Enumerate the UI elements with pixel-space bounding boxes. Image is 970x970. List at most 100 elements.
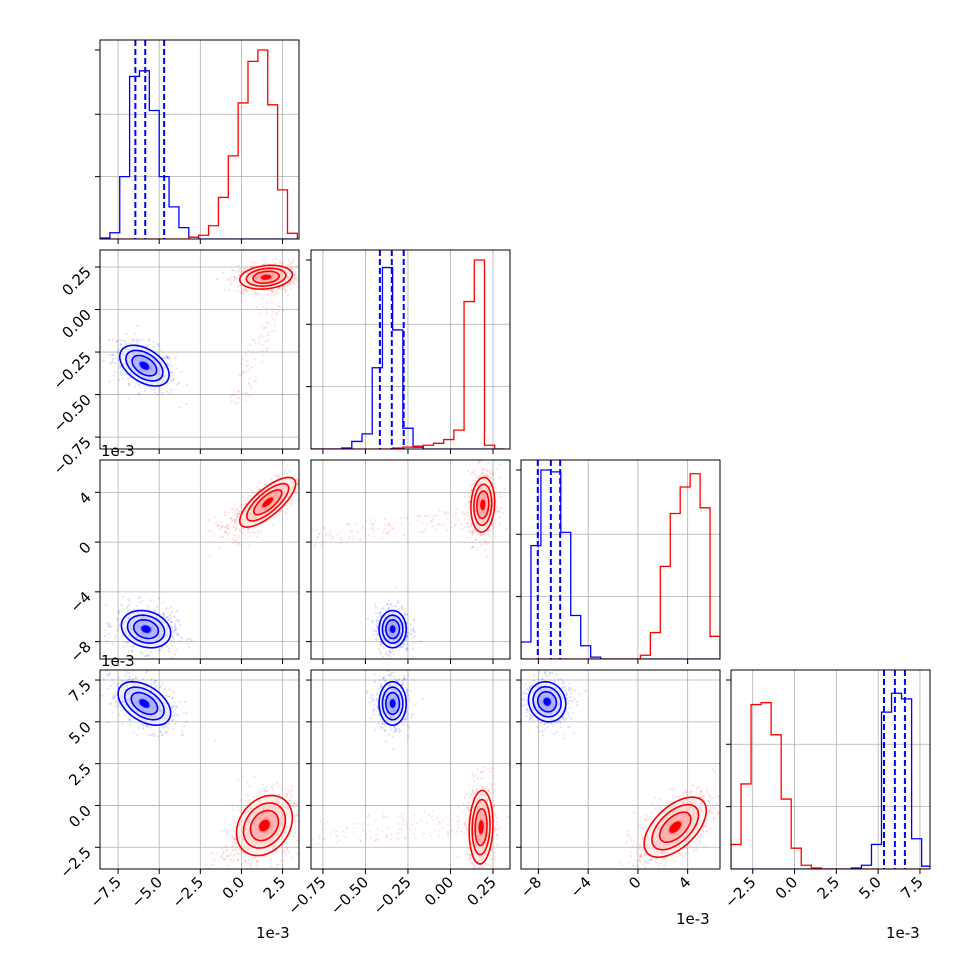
scatter-point-blue <box>165 730 168 733</box>
scatter-point-red <box>234 394 237 397</box>
scatter-point-red <box>300 472 302 474</box>
scatter-point-red <box>499 463 502 467</box>
scatter-point-blue <box>116 340 119 343</box>
tick-label-x: −2.5 <box>721 873 759 911</box>
scatter-point-red <box>394 521 397 524</box>
scatter-point-blue <box>165 726 168 729</box>
scatter-point-blue <box>401 645 404 648</box>
scatter-point-red <box>247 858 250 861</box>
scatter-point-red <box>454 511 458 515</box>
scatter-point-blue <box>170 656 173 659</box>
contour-blue-line <box>378 609 408 649</box>
scatter-point-red <box>218 528 221 531</box>
scatter-point-red <box>485 542 488 546</box>
scatter-point-blue <box>109 684 112 688</box>
scatter-point-blue <box>126 640 130 644</box>
scatter-point-red <box>328 530 332 533</box>
scatter-point-blue <box>368 701 371 704</box>
contour-red-core <box>259 819 270 832</box>
scatter-point-red <box>317 266 319 268</box>
scatter-point-red <box>237 853 240 856</box>
scatter-point-blue <box>186 383 189 386</box>
scatter-point-blue <box>384 680 387 683</box>
scatter-point-red <box>321 540 324 544</box>
scatter-point-red <box>244 503 247 506</box>
scatter-point-blue <box>112 695 115 698</box>
scatter-point-blue <box>385 651 388 654</box>
scatter-point-red <box>292 281 295 284</box>
scatter-point-red <box>245 391 249 395</box>
scatter-point-red <box>496 467 499 471</box>
scatter-point-blue <box>165 723 168 726</box>
scatter-point-blue <box>160 734 164 737</box>
scatter-point-red <box>236 543 240 546</box>
scatter-point-blue <box>393 604 396 607</box>
scatter-point-red <box>230 859 233 862</box>
scatter-point-red <box>236 285 240 288</box>
scatter-point-blue <box>115 617 119 621</box>
scatter-point-red <box>292 834 295 838</box>
scatter-point-red <box>228 511 231 514</box>
scatter-point-red <box>480 472 483 475</box>
scatter-point-red <box>316 536 319 539</box>
scatter-point-red <box>245 370 248 373</box>
scatter-point-blue <box>412 630 415 633</box>
scatter-point-red <box>264 339 267 343</box>
contour-red-core <box>480 499 486 511</box>
scatter-point-red <box>421 531 424 534</box>
scatter-point-blue <box>371 700 374 703</box>
scatter-point-red <box>302 807 304 809</box>
scatter-point-blue <box>119 339 122 342</box>
scatter-point-blue <box>164 694 168 698</box>
scatter-point-blue <box>169 616 172 619</box>
scatter-point-blue <box>174 356 178 359</box>
scatter-point-blue <box>406 636 409 639</box>
scatter-point-blue <box>381 655 385 658</box>
scatter-point-red <box>306 479 308 481</box>
scatter-point-red <box>489 476 493 479</box>
scatter-point-red <box>247 799 251 802</box>
scatter-point-red <box>296 278 299 281</box>
scatter-point-blue <box>114 704 117 707</box>
scatter-point-red <box>449 526 453 530</box>
scatter-point-blue <box>108 354 112 357</box>
scatter-point-red <box>476 476 479 479</box>
scatter-point-red <box>426 522 429 525</box>
scatter-point-blue <box>128 718 131 722</box>
scatter-point-red <box>250 865 253 868</box>
scatter-point-red <box>271 310 274 314</box>
scatter-point-blue <box>402 678 406 681</box>
marginal-panel-1 <box>306 249 511 454</box>
marginal-panel-3: −2.5 0.0 2.5 5.0 7.5 <box>721 669 931 912</box>
scatter-point-blue <box>145 724 148 727</box>
scatter-point-red <box>474 529 477 532</box>
scatter-point-blue <box>213 739 216 742</box>
tick-label-y: −4 <box>66 588 94 616</box>
scatter-point-red <box>484 540 487 544</box>
scatter-point-blue <box>146 605 149 608</box>
tick-label-y: 4 <box>75 488 94 507</box>
scatter-point-blue <box>369 717 373 720</box>
scatter-point-blue <box>376 705 379 708</box>
scatter-point-red <box>471 533 474 537</box>
tick-label-y: −0.50 <box>50 391 95 436</box>
joint-panel-1-0: −0.75−0.50−0.250.000.25 <box>50 249 319 478</box>
scatter-point-blue <box>136 733 139 737</box>
scatter-point-red <box>296 852 299 855</box>
scatter-point-blue <box>149 386 153 390</box>
scatter-point-blue <box>164 616 167 619</box>
scatter-point-red <box>238 530 242 533</box>
scatter-point-blue <box>373 603 377 606</box>
scatter-point-red <box>228 869 230 871</box>
scatter-point-red <box>253 491 256 494</box>
scatter-point-red <box>235 841 238 844</box>
scatter-point-blue <box>109 361 112 364</box>
scatter-point-red <box>242 370 245 373</box>
scatter-point-blue <box>375 619 378 622</box>
scatter-point-blue <box>390 667 392 669</box>
scatter-point-red <box>230 516 233 520</box>
scatter-point-red <box>241 373 244 376</box>
scatter-point-blue <box>168 357 171 360</box>
scatter-point-red <box>258 789 261 792</box>
scatter-point-red <box>238 284 241 288</box>
